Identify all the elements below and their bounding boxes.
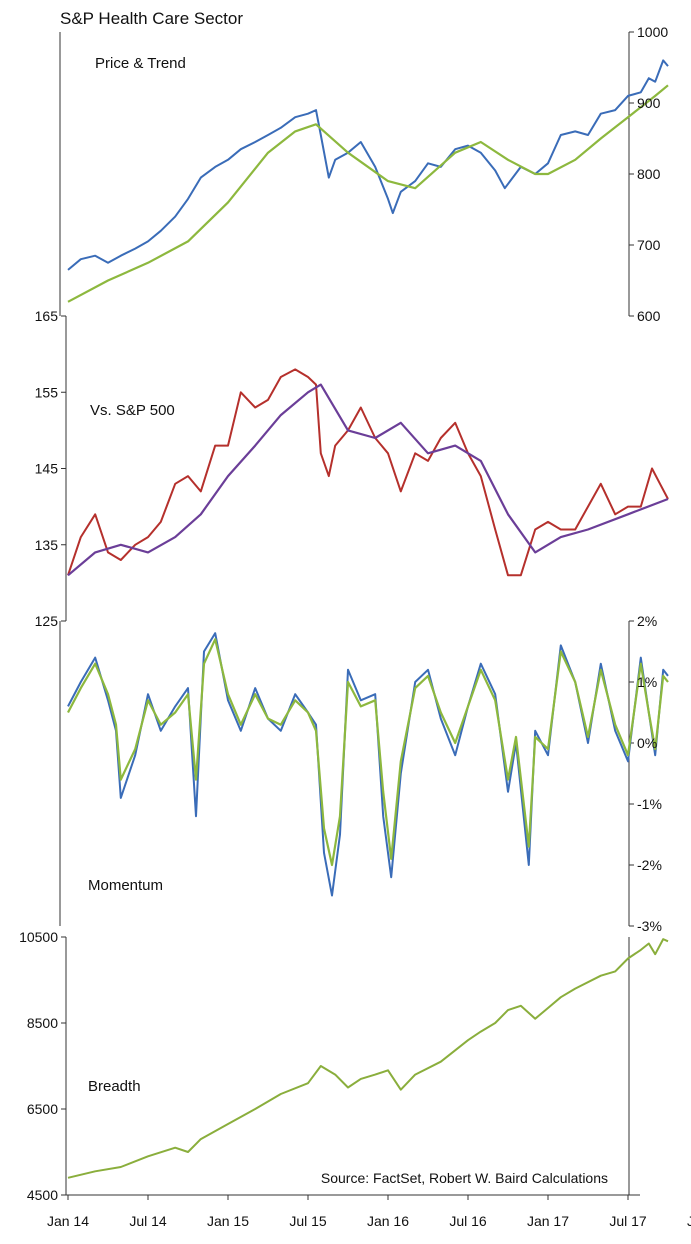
y-tick-label: 1000 [637, 24, 668, 40]
chart-title: S&P Health Care Sector [60, 9, 243, 28]
y-tick-label: 1% [637, 674, 657, 690]
y-tick-label: 125 [35, 613, 59, 629]
y-tick-label: 8500 [27, 1015, 58, 1031]
series-line-3-2 [67, 638, 669, 867]
y-tick-label: 10500 [19, 929, 58, 945]
y-tick-label: 900 [637, 95, 661, 111]
y-tick-label: 165 [35, 308, 59, 324]
series-layer [67, 59, 669, 1179]
y-tick-label: 600 [637, 308, 661, 324]
panel-title-2: Vs. S&P 500 [90, 402, 175, 419]
series-line-3-1 [67, 632, 669, 897]
x-tick-label: Jul 16 [449, 1213, 487, 1229]
x-tick-label: Jul 14 [129, 1213, 167, 1229]
y-tick-label: 6500 [27, 1101, 58, 1117]
y-tick-label: -2% [637, 857, 662, 873]
y-tick-label: 135 [35, 537, 59, 553]
series-line-4-1 [67, 938, 669, 1179]
y-tick-label: 0% [637, 735, 657, 751]
x-tick-label: Jul 17 [609, 1213, 647, 1229]
axes-layer [59, 31, 640, 1200]
x-tick-label: Jan 15 [207, 1213, 249, 1229]
panel-title-3: Momentum [88, 877, 163, 894]
y-tick-label: 700 [637, 237, 661, 253]
y-tick-label: 800 [637, 166, 661, 182]
y-tick-label: -1% [637, 796, 662, 812]
x-tick-label: Jan 16 [367, 1213, 409, 1229]
x-tick-label: Jul 15 [289, 1213, 327, 1229]
series-line-2-2 [67, 383, 669, 577]
panel-title-4: Breadth [88, 1078, 141, 1095]
labels-layer: 600 700 800 900 1000 Price & Trend 125 135 145 15… [19, 24, 691, 1229]
x-tick-label: Jan 18 [687, 1213, 691, 1229]
x-tick-label: Jan 17 [527, 1213, 569, 1229]
series-line-2-1 [67, 368, 669, 577]
y-tick-label: 4500 [27, 1187, 58, 1203]
y-tick-label: -3% [637, 918, 662, 934]
series-line-1-2 [67, 84, 669, 303]
y-tick-label: 2% [637, 613, 657, 629]
series-line-1-1 [67, 59, 669, 271]
y-tick-label: 155 [35, 384, 59, 400]
source-note: Source: FactSet, Robert W. Baird Calcula… [321, 1170, 608, 1186]
panel-title-1: Price & Trend [95, 55, 186, 72]
y-tick-label: 145 [35, 461, 59, 477]
x-tick-label: Jan 14 [47, 1213, 89, 1229]
